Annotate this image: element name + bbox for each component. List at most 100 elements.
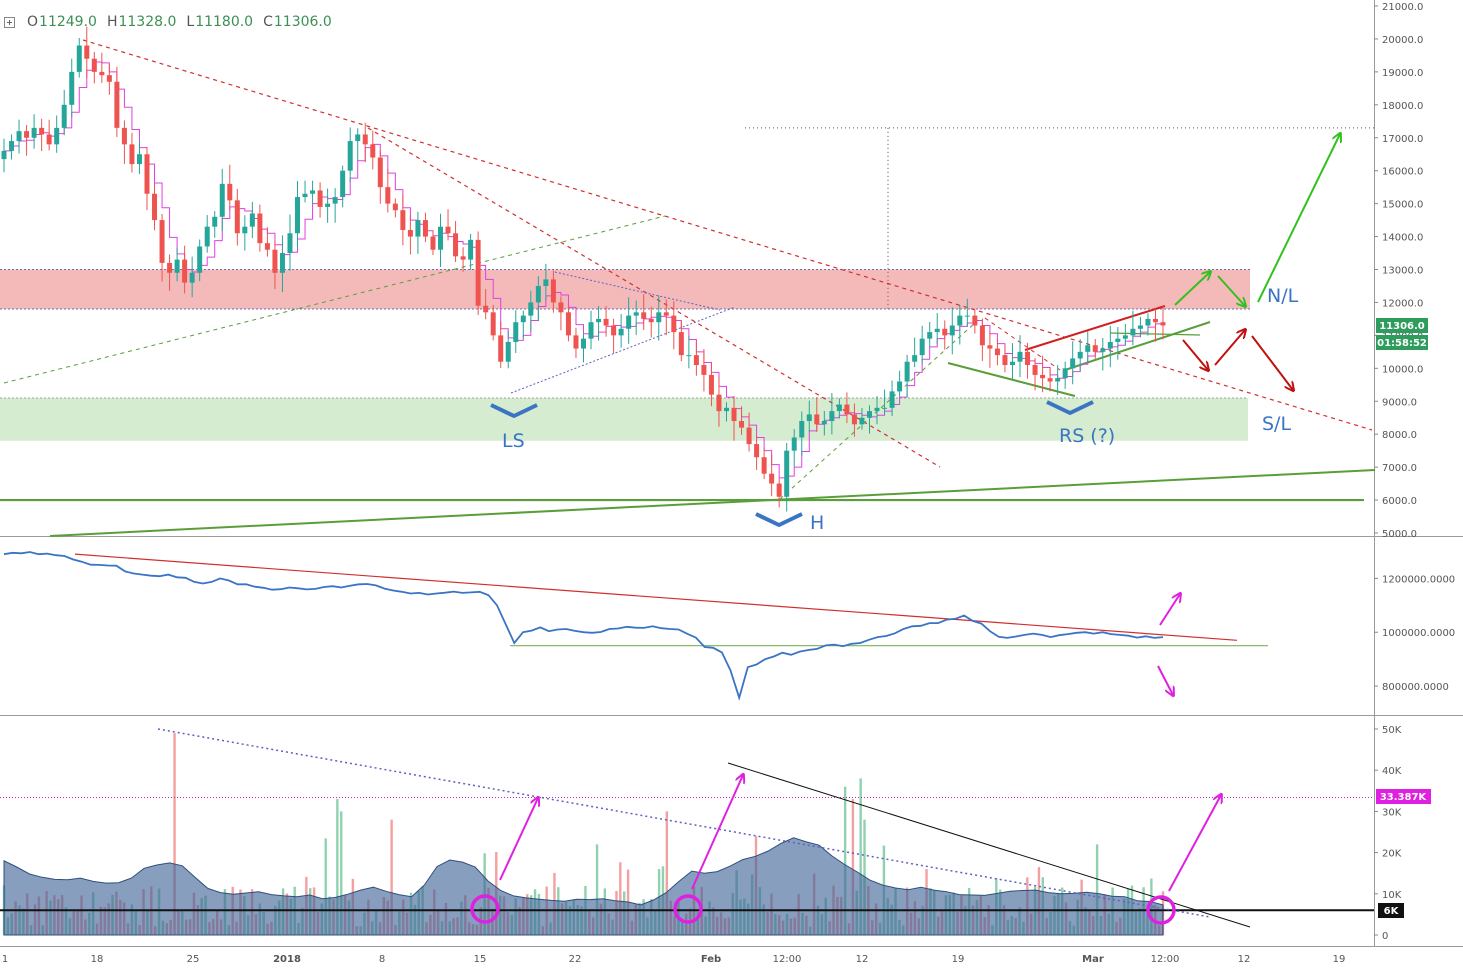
time-axis-label: 8 [379, 954, 385, 965]
volume-bar [340, 811, 343, 935]
volume-bar [1095, 844, 1099, 935]
pane-frame [0, 0, 1463, 947]
candle-body [964, 315, 970, 317]
candle-body [204, 226, 210, 247]
indicator-down-arrow [1157, 665, 1173, 695]
bullish-arrow-0 [1174, 272, 1210, 306]
candle-body [1160, 322, 1166, 326]
indicator-arrows [1157, 594, 1180, 695]
indicator-axis[interactable]: 1200000.0000 1000000.0000 800000.0000 [1374, 574, 1455, 693]
candle-body [626, 315, 632, 329]
volume-axis[interactable]: 50K 40K 30K 20K 10K 0 [1374, 725, 1402, 942]
volume-dotted-downtrend [157, 728, 1211, 918]
indicator-axis-tick-label: 1200000.0000 [1382, 574, 1455, 585]
volume-circle-0 [470, 894, 500, 924]
candle-body [430, 236, 436, 250]
low-value: L11180.0 [186, 14, 254, 30]
candle-body [129, 144, 135, 165]
time-axis-label: 22 [569, 954, 582, 965]
candle-body [438, 226, 444, 250]
candle-body [799, 421, 805, 438]
candle-body [332, 197, 338, 204]
candle-body [889, 391, 895, 408]
head-chevron [755, 512, 803, 527]
candle-body [39, 127, 45, 135]
candle-body [633, 312, 639, 316]
price-axis-tick-label: 20000.0 [1382, 35, 1423, 46]
time-axis-label: 19 [1333, 954, 1346, 965]
candle-body [1025, 351, 1031, 366]
volume-axis-tick-label: 30K [1382, 807, 1402, 818]
candle-body [362, 134, 368, 145]
candle-body [174, 259, 180, 273]
candle-body [392, 203, 398, 211]
bearish-arrow-1 [1214, 330, 1245, 366]
candle-body [483, 305, 489, 313]
candle-body [603, 318, 609, 326]
volume-ref-badge: 33.387K [1376, 789, 1431, 804]
candle-body [776, 483, 782, 497]
candle-body [385, 187, 391, 204]
candle-body [912, 355, 918, 362]
candle-body [942, 328, 948, 336]
price-axis-tick-label: 6000.0 [1382, 496, 1417, 507]
candle-body [927, 332, 933, 339]
candle-body [505, 341, 511, 362]
candle-body [1145, 318, 1151, 326]
time-axis[interactable]: 1 18 25 2018 8 15 22 Feb 12:00 12 19 Mar 12:00 12 19 [2, 954, 1346, 965]
candle-body [731, 407, 737, 422]
head-label: H [810, 512, 824, 534]
candle-body [1070, 358, 1076, 369]
volume-arrow-0 [499, 798, 538, 881]
time-axis-label: 15 [474, 954, 487, 965]
candle-body [46, 134, 52, 145]
wedge-lower-line [510, 306, 736, 394]
candle-body [1137, 325, 1143, 329]
candle-body [370, 144, 376, 158]
candle-body [182, 259, 188, 283]
left-shoulder-label: LS [502, 430, 525, 452]
candle-body [76, 45, 82, 72]
price-axis-tick-label: 10000.0 [1382, 364, 1423, 375]
price-axis-tick-label: 9000.0 [1382, 397, 1417, 408]
indicator-axis-tick-label: 800000.0000 [1382, 682, 1449, 693]
candle-body [543, 279, 549, 286]
candle-body [1017, 351, 1023, 362]
candle-body [994, 348, 1000, 356]
candle-body [611, 325, 617, 336]
candle-body [882, 407, 888, 409]
candle-body [821, 421, 827, 425]
candle-body [16, 131, 22, 142]
open-value: O11249.0 [27, 14, 97, 30]
candle-body [1047, 378, 1053, 382]
candle-body [693, 355, 699, 366]
major-downtrend-line [82, 39, 1373, 431]
candle-body [844, 404, 850, 415]
candle-body [227, 183, 233, 201]
candle-body [159, 220, 165, 263]
price-axis-tick-label: 19000.0 [1382, 68, 1423, 79]
candle-body [340, 170, 346, 198]
volume-bar [173, 733, 176, 935]
candle-body [1100, 348, 1106, 352]
time-axis-label: 12:00 [1151, 954, 1180, 965]
candle-body [581, 338, 586, 349]
candle-body [1085, 345, 1091, 352]
candle-body [1009, 361, 1015, 366]
left-shoulder-chevron [490, 403, 538, 418]
bearish-arrow-2 [1251, 335, 1293, 390]
candle-body [1, 150, 7, 160]
volume-trendlines [0, 728, 1374, 928]
candle-body [836, 404, 842, 412]
volume-bar [324, 838, 327, 935]
candle-body [919, 338, 925, 356]
price-axis[interactable]: 21000.0 20000.0 19000.0 18000.0 17000.0 16000… [1374, 2, 1423, 540]
candle-body [528, 302, 534, 316]
legend-toggle-icon[interactable] [4, 16, 15, 28]
time-axis-label: 12:00 [773, 954, 802, 965]
svg-text:11306.0: 11306.0 [1379, 321, 1425, 332]
candle-body [1107, 341, 1113, 349]
price-axis-tick-label: 13000.0 [1382, 266, 1423, 277]
time-axis-label: 2018 [273, 954, 301, 965]
